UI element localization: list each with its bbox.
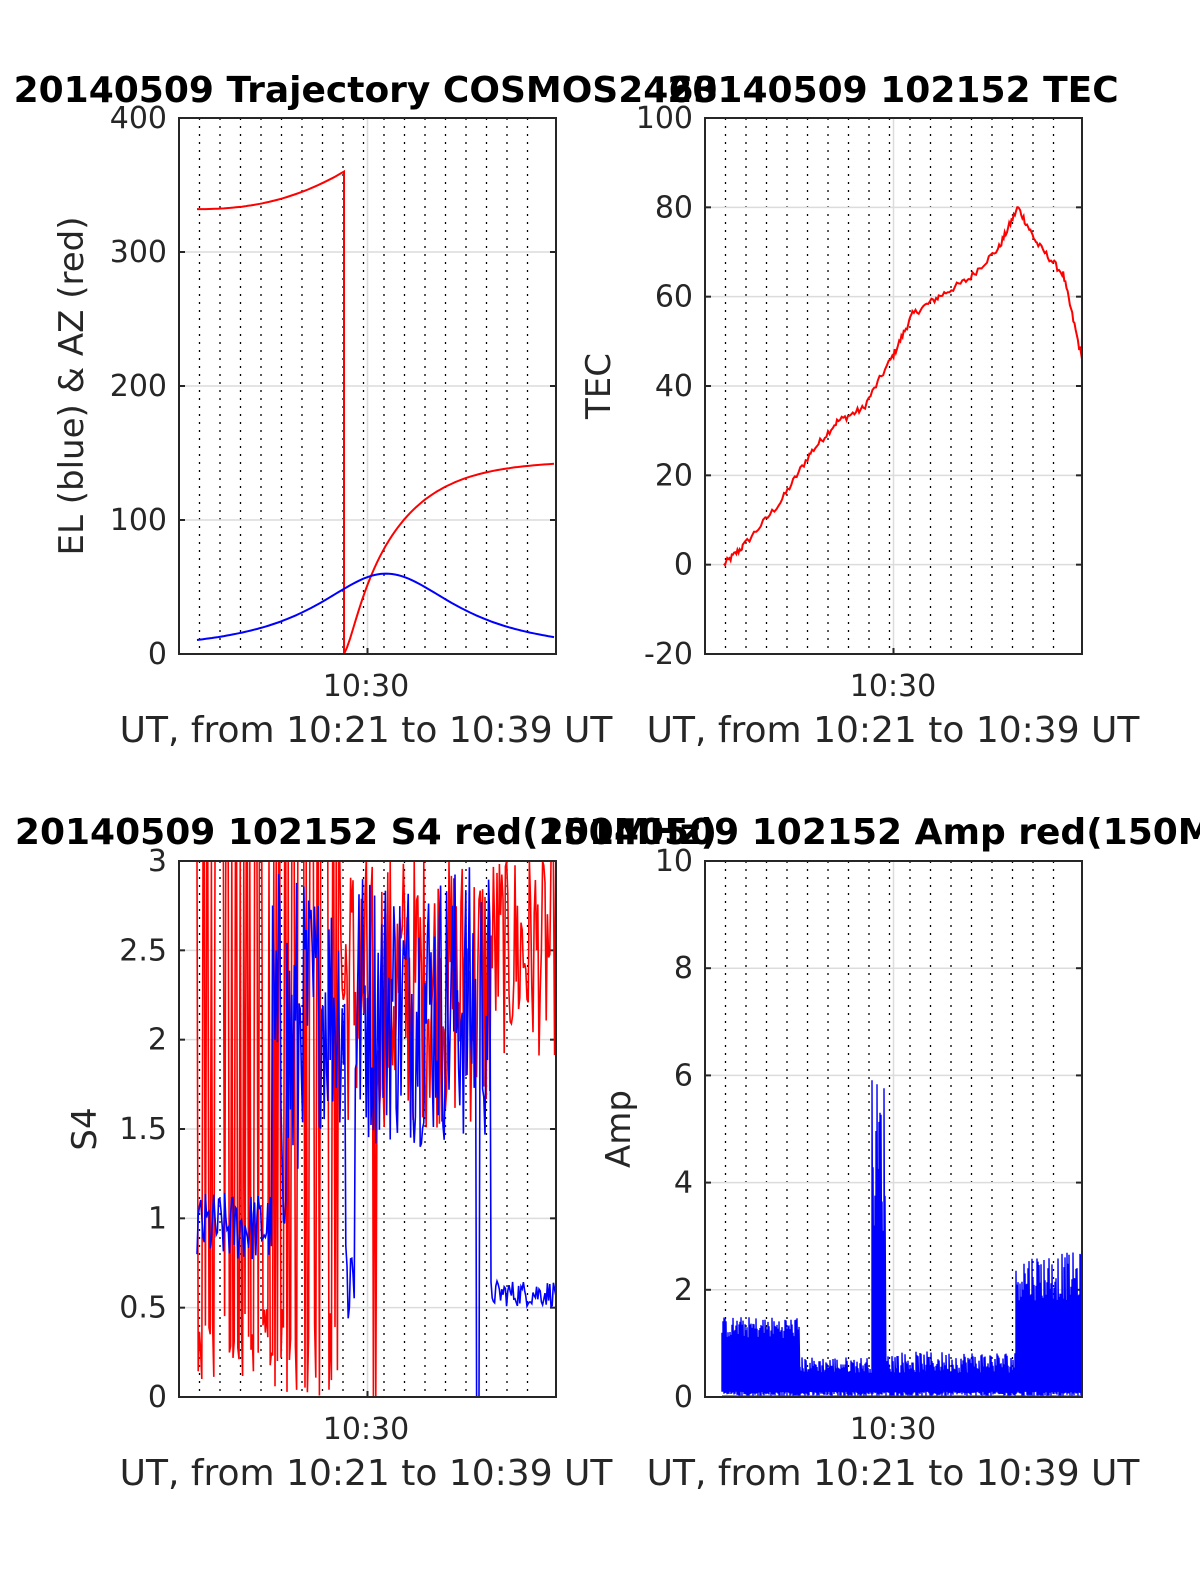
y-tick-label: 4 bbox=[674, 1166, 693, 1201]
y-axis-label: EL (blue) & AZ (red) bbox=[52, 216, 92, 555]
y-tick-label: 200 bbox=[110, 369, 167, 404]
y-tick-label: 0.5 bbox=[119, 1291, 167, 1326]
s4-blue-series-line bbox=[196, 867, 557, 1398]
y-tick-label: 6 bbox=[674, 1058, 693, 1093]
grid bbox=[705, 117, 1082, 655]
x-axis-label: UT, from 10:21 to 10:39 UT bbox=[647, 1453, 1141, 1494]
x-axis-label: UT, from 10:21 to 10:39 UT bbox=[120, 710, 614, 751]
x-tick-label: 10:30 bbox=[850, 1412, 936, 1447]
y-axis-label: S4 bbox=[65, 1107, 105, 1150]
amp-panel: 0 2 4 6 8 10 10:30 UT, from 10:21 to 10:39 UT… bbox=[539, 812, 1200, 1494]
y-tick-label: 2 bbox=[148, 1023, 167, 1058]
y-tick-label: 80 bbox=[655, 190, 693, 225]
tec-panel: -20 0 20 40 60 80 100 10:30 UT, from 10:21 to … bbox=[579, 70, 1140, 751]
series-layer bbox=[723, 206, 1083, 568]
chart-title: 20140509 102152 S4 red(150MHz) bbox=[15, 812, 717, 853]
series-layer bbox=[196, 169, 555, 655]
axes-frame bbox=[704, 860, 1083, 1398]
y-tick-label: 100 bbox=[110, 503, 167, 538]
y-tick-label: 1.5 bbox=[119, 1112, 167, 1147]
az-series-line bbox=[197, 169, 555, 655]
y-tick-labels: -20 0 20 40 60 80 100 bbox=[636, 101, 693, 672]
el-series-line bbox=[196, 572, 555, 641]
y-tick-label: 60 bbox=[655, 280, 693, 315]
y-axis-label: Amp bbox=[599, 1090, 639, 1168]
y-tick-label: 10 bbox=[655, 844, 693, 879]
y-tick-label: 0 bbox=[148, 1380, 167, 1415]
y-tick-label: 20 bbox=[655, 458, 693, 493]
y-axis-label: TEC bbox=[579, 353, 619, 420]
y-tick-label: 3 bbox=[148, 844, 167, 879]
y-tick-label: 0 bbox=[674, 548, 693, 583]
y-tick-label: 100 bbox=[636, 101, 693, 136]
y-tick-label: 0 bbox=[148, 637, 167, 672]
y-tick-label: -20 bbox=[644, 637, 693, 672]
x-tick-label: 10:30 bbox=[323, 669, 409, 704]
chart-title: 20140509 102152 Amp red(150MHz) bbox=[539, 812, 1200, 853]
amp-series-line bbox=[721, 1080, 1083, 1398]
y-tick-label: 0 bbox=[674, 1380, 693, 1415]
chart-title: 20140509 Trajectory COSMOS2463 bbox=[14, 70, 719, 111]
y-tick-labels: 0 100 200 300 400 bbox=[110, 101, 167, 672]
grid bbox=[705, 860, 1082, 1398]
y-tick-label: 300 bbox=[110, 235, 167, 270]
y-tick-label: 2 bbox=[674, 1273, 693, 1308]
axes-frame bbox=[178, 860, 557, 1398]
x-tick-label: 10:30 bbox=[850, 669, 936, 704]
y-tick-labels: 0 0.5 1 1.5 2 2.5 3 bbox=[119, 844, 167, 1415]
y-tick-labels: 0 2 4 6 8 10 bbox=[655, 844, 693, 1415]
x-axis-label: UT, from 10:21 to 10:39 UT bbox=[647, 710, 1141, 751]
y-tick-label: 40 bbox=[655, 369, 693, 404]
tec-series-line bbox=[723, 206, 1083, 568]
axes-frame bbox=[704, 117, 1083, 655]
x-axis-label: UT, from 10:21 to 10:39 UT bbox=[120, 1453, 614, 1494]
s4-panel: 0 0.5 1 1.5 2 2.5 3 10:30 UT, from 10:21 to 10… bbox=[15, 812, 717, 1494]
series-layer bbox=[721, 1080, 1083, 1398]
y-tick-label: 1 bbox=[148, 1201, 167, 1236]
axes-frame bbox=[178, 117, 557, 655]
y-tick-label: 8 bbox=[674, 951, 693, 986]
y-tick-label: 400 bbox=[110, 101, 167, 136]
chart-title: 20140509 102152 TEC bbox=[667, 70, 1118, 111]
y-tick-label: 2.5 bbox=[119, 933, 167, 968]
x-tick-label: 10:30 bbox=[323, 1412, 409, 1447]
